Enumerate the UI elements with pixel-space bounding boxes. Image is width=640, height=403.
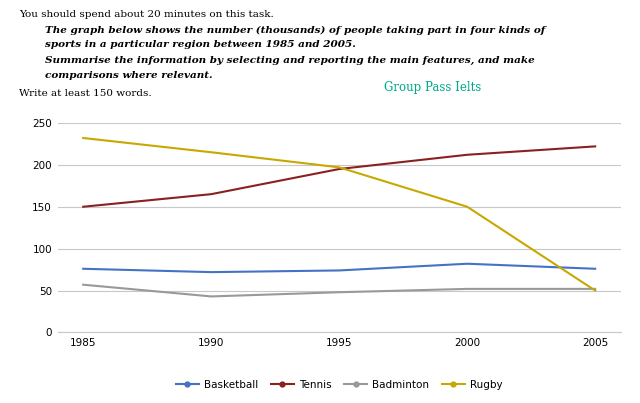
Text: You should spend about 20 minutes on this task.: You should spend about 20 minutes on thi…: [19, 10, 274, 19]
Text: comparisons where relevant.: comparisons where relevant.: [45, 71, 212, 79]
Text: Write at least 150 words.: Write at least 150 words.: [19, 89, 152, 98]
Text: sports in a particular region between 1985 and 2005.: sports in a particular region between 19…: [45, 40, 356, 49]
Text: Group Pass Ielts: Group Pass Ielts: [384, 81, 481, 93]
Text: Summarise the information by selecting and reporting the main features, and make: Summarise the information by selecting a…: [45, 56, 534, 65]
Text: The graph below shows the number (thousands) of people taking part in four kinds: The graph below shows the number (thousa…: [45, 26, 545, 35]
Legend: Basketball, Tennis, Badminton, Rugby: Basketball, Tennis, Badminton, Rugby: [172, 376, 507, 394]
